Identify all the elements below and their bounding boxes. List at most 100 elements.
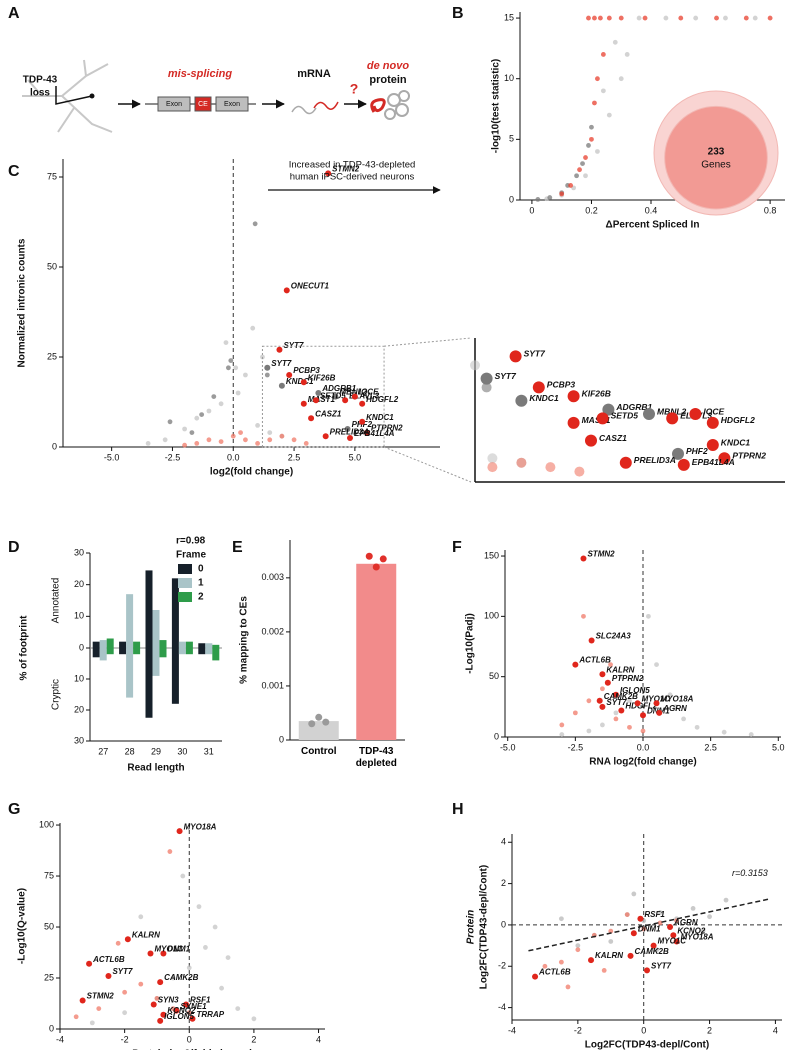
- bar: [133, 648, 141, 655]
- bar: [171, 648, 179, 704]
- point: [597, 15, 603, 21]
- point: [176, 828, 183, 835]
- point: [86, 960, 93, 967]
- bar: [178, 641, 186, 648]
- gene-label: MYO1C: [154, 945, 183, 954]
- bar: [126, 648, 134, 698]
- y-tick-label: 30: [74, 735, 84, 745]
- point: [558, 959, 564, 965]
- point: [657, 910, 663, 915]
- gene-label: SETD5: [320, 391, 346, 400]
- point: [264, 364, 271, 371]
- bar: [92, 648, 100, 658]
- gene-label: KALRN: [595, 951, 623, 960]
- gene-label: MYO18A: [184, 822, 217, 831]
- bar: [152, 648, 160, 676]
- point: [634, 700, 641, 707]
- x-tick-label: TDP-43 depleted: [355, 746, 397, 769]
- x-tick-label: 0: [641, 1025, 646, 1035]
- gene-label: CASZ1: [315, 409, 342, 418]
- point: [147, 950, 154, 957]
- gene-label: SYN3: [158, 996, 179, 1005]
- gene-label: KCNQ2: [167, 1006, 196, 1015]
- gene-label: STMN2: [587, 550, 615, 559]
- point: [279, 433, 285, 439]
- point: [592, 15, 597, 21]
- point: [206, 408, 212, 414]
- gene-label: KIF26B: [582, 389, 611, 399]
- point: [157, 1017, 164, 1024]
- gene-label: EPB41L4A: [354, 429, 395, 438]
- gene-label: ACTL6B: [578, 656, 611, 665]
- point: [589, 136, 594, 142]
- bar: [298, 721, 339, 740]
- point: [228, 358, 234, 363]
- point: [267, 437, 273, 443]
- point: [138, 914, 144, 920]
- point: [559, 191, 565, 197]
- gene-label: STMN2: [332, 165, 360, 174]
- x-tick-label: -5.0: [500, 742, 516, 752]
- point: [583, 155, 588, 160]
- point: [559, 732, 565, 737]
- gene-label: IQCE: [703, 406, 724, 416]
- venn-circle: [664, 105, 768, 210]
- point: [631, 891, 637, 897]
- y-tick-label: 0: [52, 441, 57, 451]
- point: [332, 393, 339, 400]
- annotation: r=0.98: [176, 536, 206, 547]
- point: [278, 382, 285, 389]
- point: [606, 15, 612, 21]
- gene-label: MYO18A: [681, 933, 714, 942]
- point: [630, 930, 637, 937]
- bar: [106, 648, 114, 655]
- x-tick-label: 0: [529, 205, 534, 215]
- gene-label: CAMK2B: [635, 947, 669, 956]
- point: [303, 441, 309, 446]
- y-tick-label: -2: [498, 961, 506, 971]
- zoom-point: [602, 403, 615, 416]
- legend-swatch: [178, 592, 192, 602]
- point: [196, 904, 202, 910]
- point: [251, 1016, 257, 1022]
- y-axis-label: Protein: [466, 910, 477, 944]
- y-tick-label: 100: [39, 819, 54, 829]
- gene-label: CASZ1: [599, 433, 627, 443]
- point: [167, 419, 173, 425]
- point: [194, 441, 200, 446]
- point: [644, 967, 650, 974]
- point: [670, 932, 677, 939]
- panel-letter: C: [8, 163, 20, 180]
- zoom-point: [718, 452, 731, 465]
- point: [707, 914, 712, 920]
- point: [642, 15, 648, 21]
- point: [225, 365, 231, 371]
- point: [359, 400, 366, 407]
- point: [194, 415, 200, 421]
- gene-label: KALRN: [606, 665, 634, 674]
- point: [618, 674, 624, 680]
- x-tick-label: 28: [125, 746, 135, 756]
- gene-label: KNDC1: [286, 377, 314, 386]
- exon-label: Exon: [224, 101, 240, 108]
- y-tick-label: 10: [504, 73, 514, 83]
- point: [580, 161, 585, 167]
- bar: [205, 643, 213, 648]
- point: [654, 947, 660, 953]
- gene-label: PCBP3: [547, 380, 576, 390]
- annotation: r=0.3153: [732, 868, 768, 878]
- gene-label: ACTL6B: [92, 955, 125, 964]
- point: [243, 372, 248, 378]
- point: [748, 732, 754, 737]
- gene-label: PTPRN2: [732, 451, 766, 461]
- y-tick-label: 75: [47, 171, 57, 181]
- y-tick-label: 0: [49, 1023, 54, 1033]
- gene-label: HDGFL2: [625, 702, 658, 711]
- point: [681, 716, 686, 722]
- gene-label: SYNE1: [180, 1002, 207, 1011]
- point: [150, 1001, 157, 1008]
- replicate-point: [365, 552, 373, 560]
- mis-splicing-label: mis-splicing: [168, 68, 232, 80]
- point: [595, 76, 600, 82]
